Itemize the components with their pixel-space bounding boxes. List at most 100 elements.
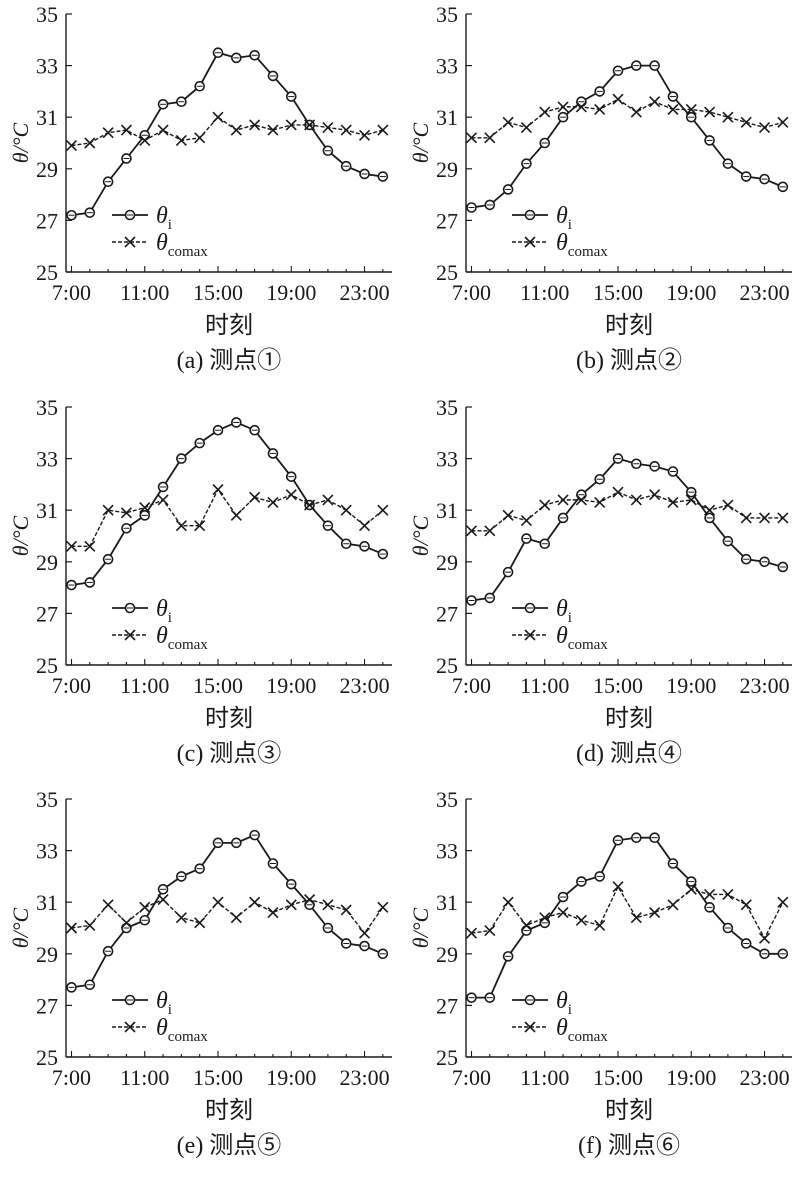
y-tick-label: 35	[36, 2, 58, 27]
x-marker-stroke	[484, 925, 496, 937]
data-point-theta-comax	[120, 917, 133, 929]
legend-label-sub: comax	[168, 1029, 208, 1045]
x-marker-stroke	[502, 509, 514, 521]
y-tick-label: 29	[36, 942, 58, 967]
y-axis-label: θ/°C	[8, 515, 33, 556]
legend-label-main: θ	[156, 230, 168, 256]
data-point-theta-comax	[212, 896, 224, 908]
legend-marker-x	[124, 1021, 136, 1033]
x-tick-label: 15:00	[593, 280, 643, 305]
x-marker-stroke	[667, 899, 679, 911]
panel-caption: (b) 测点②	[576, 347, 682, 374]
y-tick-label: 29	[436, 157, 458, 182]
data-point-theta-comax	[704, 106, 716, 118]
x-marker-stroke	[722, 888, 734, 901]
y-tick-label: 33	[36, 839, 58, 864]
series-line-theta-comax	[471, 491, 783, 532]
x-marker-stroke	[267, 496, 279, 509]
x-marker-stroke	[285, 119, 297, 131]
y-axis-label: θ/°C	[408, 907, 433, 948]
x-marker-stroke	[557, 101, 569, 113]
legend-label: θcomax	[156, 623, 208, 653]
data-point-theta-comax	[304, 894, 316, 906]
series-line-theta-comax	[71, 488, 384, 548]
x-marker-stroke	[212, 111, 224, 123]
data-point-theta-comax	[340, 124, 352, 136]
x-marker-stroke	[358, 520, 371, 532]
series-line-theta-i	[71, 833, 384, 989]
data-point-theta-comax	[377, 124, 389, 136]
x-marker-stroke	[65, 540, 78, 552]
legend-label: θcomax	[556, 230, 608, 260]
x-tick-label: 23:00	[739, 1065, 789, 1090]
data-point-theta-comax	[502, 116, 514, 128]
data-point-theta-comax	[612, 486, 624, 498]
data-point-theta-comax	[212, 111, 224, 123]
data-point-theta-comax	[777, 512, 789, 524]
data-point-theta-comax	[649, 489, 661, 501]
x-marker-stroke	[102, 899, 114, 911]
y-tick-label: 25	[436, 1045, 458, 1070]
data-point-theta-comax	[340, 904, 352, 916]
legend-label-main: θ	[556, 1015, 568, 1041]
x-marker-stroke	[612, 486, 624, 498]
legend-label: θcomax	[556, 1015, 608, 1045]
data-point-theta-comax	[612, 881, 624, 893]
x-marker-stroke	[484, 132, 496, 144]
y-tick-label: 25	[436, 653, 458, 678]
x-marker-stroke	[685, 883, 697, 895]
data-point-theta-comax	[65, 922, 78, 934]
data-point-theta-comax	[649, 96, 661, 108]
x-marker-stroke	[575, 101, 587, 113]
x-marker-stroke	[649, 489, 661, 501]
y-axis-label: θ/°C	[8, 122, 33, 163]
data-point-theta-comax	[139, 901, 151, 913]
x-marker-stroke	[465, 927, 478, 939]
x-marker-stroke	[740, 512, 752, 524]
data-point-theta-comax	[758, 121, 771, 134]
x-marker-stroke	[704, 504, 716, 516]
x-marker-stroke	[139, 502, 151, 514]
x-tick-label: 7:00	[52, 280, 91, 305]
data-point-theta-comax	[758, 512, 771, 524]
data-point-theta-comax	[267, 124, 279, 136]
legend-label-sub: comax	[168, 244, 208, 260]
data-point-theta-comax	[667, 103, 679, 116]
x-marker-stroke	[740, 899, 752, 911]
data-point-theta-comax	[194, 917, 206, 929]
x-marker-stroke	[575, 914, 587, 926]
x-marker-stroke	[502, 896, 514, 908]
data-point-theta-comax	[704, 504, 716, 516]
y-tick-label: 27	[36, 993, 58, 1018]
data-point-theta-comax	[740, 899, 752, 911]
data-point-theta-comax	[285, 899, 297, 911]
data-point-theta-comax	[685, 494, 697, 506]
data-point-theta-comax	[102, 127, 114, 139]
x-marker-stroke	[722, 499, 734, 511]
legend-label: θcomax	[156, 1015, 208, 1045]
x-marker-stroke	[65, 922, 78, 934]
legend-marker-x	[524, 629, 536, 641]
x-marker-stroke	[194, 132, 206, 144]
x-marker-stroke	[340, 904, 352, 916]
data-point-theta-comax	[230, 509, 242, 521]
data-point-theta-comax	[230, 124, 242, 136]
x-marker-stroke	[139, 901, 151, 913]
x-tick-label: 23:00	[339, 1065, 389, 1090]
y-tick-label: 29	[436, 942, 458, 967]
series-line-theta-i	[71, 421, 384, 586]
data-point-theta-comax	[340, 504, 352, 516]
data-point-theta-comax	[285, 119, 297, 131]
legend-label-main: θ	[156, 203, 168, 229]
chart-panel: 25 27 29 31 33 35 7:00 11:00 15:00 19:00 23:00 θ/°C…	[408, 2, 792, 374]
data-point-theta-comax	[249, 119, 261, 131]
panel-caption: (f) 测点⑥	[578, 1132, 680, 1159]
x-marker-stroke	[649, 96, 661, 108]
x-tick-label: 11:00	[120, 673, 169, 698]
data-point-theta-comax	[575, 494, 587, 506]
x-marker-stroke	[157, 494, 169, 506]
chart-panel: 25 27 29 31 33 35 7:00 11:00 15:00 19:00 23:00 θ/°C…	[8, 395, 392, 767]
